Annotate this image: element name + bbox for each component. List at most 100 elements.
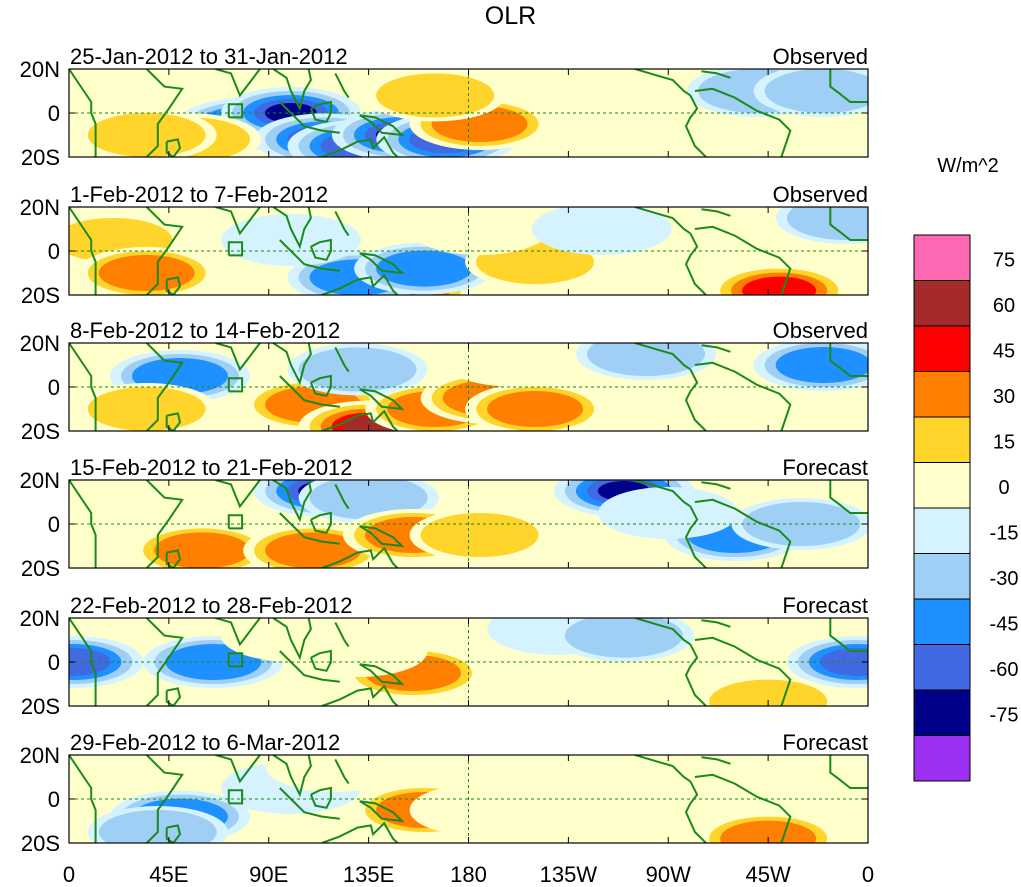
coastline bbox=[634, 755, 691, 783]
anomaly-contour bbox=[409, 784, 550, 836]
anomaly-contour bbox=[587, 343, 706, 376]
colorbar-label: -30 bbox=[990, 568, 1019, 590]
anomaly-contour bbox=[376, 73, 495, 118]
panel-4: 20N 0 20S 15-Feb-2012 to 21-Feb-2012 Forecas… bbox=[20, 455, 869, 581]
colorbar-swatch bbox=[913, 462, 971, 509]
panel-period: 25-Jan-2012 to 31-Jan-2012 bbox=[70, 44, 348, 69]
coastline bbox=[684, 368, 707, 431]
x-tick-label: 0 bbox=[63, 862, 75, 887]
y-tick-label: 20N bbox=[20, 331, 60, 356]
coastline bbox=[634, 69, 691, 97]
colorbar-swatch bbox=[913, 325, 971, 372]
coastline bbox=[829, 343, 868, 377]
panel-period: 22-Feb-2012 to 28-Feb-2012 bbox=[70, 593, 353, 618]
coastline bbox=[321, 684, 399, 706]
chart-title: OLR bbox=[484, 2, 537, 30]
panel-type: Observed bbox=[773, 182, 868, 207]
coastline bbox=[215, 618, 261, 647]
coastline bbox=[215, 343, 261, 372]
coastline bbox=[334, 346, 350, 373]
coastline bbox=[684, 232, 707, 295]
y-tick-label: 20N bbox=[20, 195, 60, 220]
colorbar-swatch bbox=[913, 689, 971, 736]
anomaly-contour bbox=[98, 255, 195, 291]
x-tick-label: 45W bbox=[746, 862, 791, 887]
coastline bbox=[701, 208, 731, 217]
coastline bbox=[215, 207, 261, 236]
anomaly-contour bbox=[531, 755, 672, 803]
coastline bbox=[165, 412, 182, 431]
coastline bbox=[69, 480, 97, 568]
coastline bbox=[694, 361, 792, 431]
coastline bbox=[227, 789, 244, 805]
coastline bbox=[227, 652, 244, 668]
coastline bbox=[701, 756, 731, 765]
panel-type: Forecast bbox=[782, 455, 868, 480]
coastline bbox=[279, 239, 340, 272]
anomaly-contour bbox=[87, 387, 206, 431]
coastline bbox=[694, 773, 792, 843]
coastline bbox=[684, 505, 707, 568]
coastline bbox=[694, 87, 792, 157]
y-tick-label: 0 bbox=[48, 101, 60, 126]
coastline bbox=[272, 755, 312, 798]
panel-period: 15-Feb-2012 to 21-Feb-2012 bbox=[70, 455, 353, 480]
coastline bbox=[829, 480, 868, 514]
colorbar-label: -75 bbox=[990, 705, 1019, 727]
panel-type: Forecast bbox=[782, 730, 868, 755]
anomaly-contour bbox=[298, 347, 417, 392]
colorbar-label: 0 bbox=[998, 477, 1009, 499]
colorbar-swatch bbox=[913, 507, 971, 554]
coastline bbox=[309, 649, 332, 672]
panel-type: Forecast bbox=[782, 593, 868, 618]
coastline bbox=[279, 650, 340, 683]
coastline bbox=[634, 618, 691, 646]
colorbar-swatch bbox=[913, 598, 971, 645]
colorbar-swatch bbox=[913, 234, 971, 281]
coastline bbox=[272, 343, 312, 386]
coastline bbox=[69, 618, 97, 706]
y-tick-label: 20N bbox=[20, 606, 60, 631]
colorbar-swatch bbox=[913, 280, 971, 327]
colorbar-label: -60 bbox=[990, 659, 1019, 681]
coastline bbox=[165, 138, 182, 157]
coastline bbox=[694, 636, 792, 706]
colorbar-label: 30 bbox=[993, 386, 1015, 408]
coastline bbox=[272, 618, 312, 661]
coastline bbox=[684, 94, 707, 157]
coastline bbox=[334, 483, 350, 510]
coastline bbox=[165, 549, 182, 568]
anomaly-contour bbox=[376, 250, 473, 287]
coastline bbox=[321, 409, 399, 431]
anomaly-contour bbox=[764, 69, 868, 113]
coastline bbox=[309, 374, 332, 397]
colorbar-label: 15 bbox=[993, 432, 1015, 454]
coastline bbox=[215, 480, 261, 509]
y-tick-label: 20S bbox=[21, 283, 60, 308]
y-tick-label: 20N bbox=[20, 468, 60, 493]
coastline bbox=[634, 207, 691, 235]
coastline bbox=[145, 755, 184, 843]
coastline bbox=[227, 241, 244, 257]
coastline bbox=[69, 343, 97, 431]
coastline bbox=[69, 755, 97, 843]
colorbar-label: -45 bbox=[990, 614, 1019, 636]
panel-3: 20N 0 20S 8-Feb-2012 to 14-Feb-2012 Observed bbox=[20, 318, 869, 444]
coastline bbox=[309, 100, 332, 123]
x-tick-label: 135W bbox=[540, 862, 598, 887]
coastline bbox=[334, 758, 350, 785]
y-tick-label: 0 bbox=[48, 239, 60, 264]
coastline bbox=[145, 618, 184, 706]
panel-type: Observed bbox=[773, 318, 868, 343]
coastline bbox=[684, 780, 707, 843]
coastline bbox=[165, 687, 182, 706]
coastline bbox=[701, 70, 731, 79]
coastline bbox=[829, 207, 868, 241]
coastline bbox=[359, 800, 405, 823]
x-tick-label: 180 bbox=[450, 862, 487, 887]
colorbar-swatch bbox=[913, 735, 971, 782]
coastline bbox=[227, 377, 244, 393]
coastline bbox=[272, 69, 312, 112]
coastline bbox=[145, 343, 184, 431]
coastline bbox=[227, 103, 244, 119]
